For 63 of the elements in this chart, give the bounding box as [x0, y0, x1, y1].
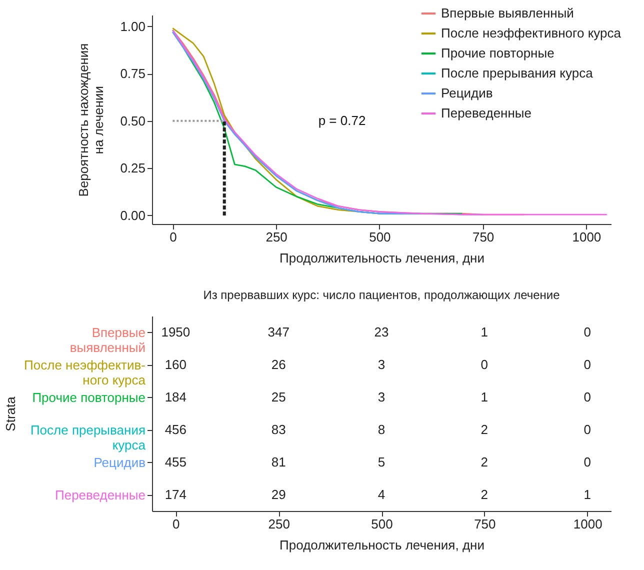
- data-label: 160: [164, 356, 187, 372]
- y-axis-title: Strata: [3, 396, 18, 432]
- data-label: 184: [164, 389, 187, 404]
- x-tick-label: 250: [268, 516, 290, 532]
- x-axis-title: Продолжительность лечения, дни: [280, 538, 484, 552]
- y-tick-label: 0.75: [120, 66, 146, 82]
- x-tick-label: 0: [170, 230, 177, 244]
- data-label: 26: [271, 356, 286, 372]
- x-tick-label: 500: [369, 230, 391, 244]
- x-tick-label: 250: [266, 230, 288, 244]
- y-tick-label: Впервые выявленный: [70, 324, 146, 355]
- x-tick-label: 750: [474, 516, 496, 532]
- y-tick-label: После прерывания курса: [30, 422, 146, 452]
- data-label: 0: [584, 356, 591, 372]
- chart-title: Из прервавших курс: число пациентов, продолжающих лечение: [203, 288, 560, 302]
- data-label: 4: [378, 486, 386, 502]
- data-label: 2: [480, 454, 488, 470]
- data-label: 455: [164, 454, 187, 470]
- legend-label: Рецидив: [441, 86, 493, 100]
- data-label: 83: [271, 422, 286, 437]
- data-label: 3: [378, 389, 386, 404]
- y-tick-label: 0.50: [120, 113, 146, 128]
- legend-label: Впервые выявленный: [441, 6, 574, 20]
- data-label: 23: [374, 324, 389, 340]
- y-tick-label: 0.25: [120, 160, 146, 176]
- data-label: 1950: [161, 324, 190, 340]
- y-axis-title: Вероятность нахождения на лечении: [76, 43, 106, 197]
- data-label: 0: [584, 324, 591, 340]
- data-label: 1: [480, 324, 488, 340]
- data-label: 25: [271, 389, 286, 404]
- y-tick-label: Прочие повторные: [32, 390, 146, 405]
- data-label: 0: [584, 454, 591, 470]
- x-tick-label: 500: [371, 516, 393, 532]
- x-tick-label: 1000: [573, 516, 602, 532]
- data-label: 1: [584, 486, 591, 502]
- data-label: 8: [378, 422, 386, 437]
- data-label: 81: [271, 454, 286, 470]
- x-tick-label: 750: [472, 230, 494, 244]
- x-tick-label: 1000: [572, 230, 602, 244]
- y-tick-label: После неэффектив- ного курса: [24, 357, 146, 388]
- y-tick-label: 0.00: [120, 208, 146, 223]
- legend-label: Переведенные: [441, 106, 532, 120]
- legend-label: После неэффективного курса: [441, 26, 622, 40]
- x-tick-label: 0: [172, 516, 180, 532]
- y-tick-label: Переведенные: [55, 487, 146, 502]
- data-label: 0: [480, 356, 488, 372]
- y-tick-label: 1.00: [120, 18, 146, 34]
- data-label: 456: [164, 422, 187, 437]
- data-label: 0: [584, 422, 591, 437]
- legend-label: После прерывания курса: [441, 66, 594, 80]
- data-label: 1: [480, 389, 488, 404]
- data-label: 0: [584, 389, 591, 404]
- data-label: 5: [378, 454, 386, 470]
- y-tick-label: Рецидив: [94, 454, 146, 470]
- data-label: 174: [164, 486, 187, 502]
- x-axis-title: Продолжительность лечения, дни: [280, 250, 484, 266]
- data-label: 2: [480, 422, 488, 437]
- legend-label: Прочие повторные: [441, 46, 554, 60]
- data-label: 347: [268, 324, 290, 340]
- data-label: 3: [378, 356, 386, 372]
- data-label: 29: [271, 486, 286, 502]
- data-label: 2: [480, 486, 488, 502]
- annotation: p = 0.72: [318, 113, 366, 128]
